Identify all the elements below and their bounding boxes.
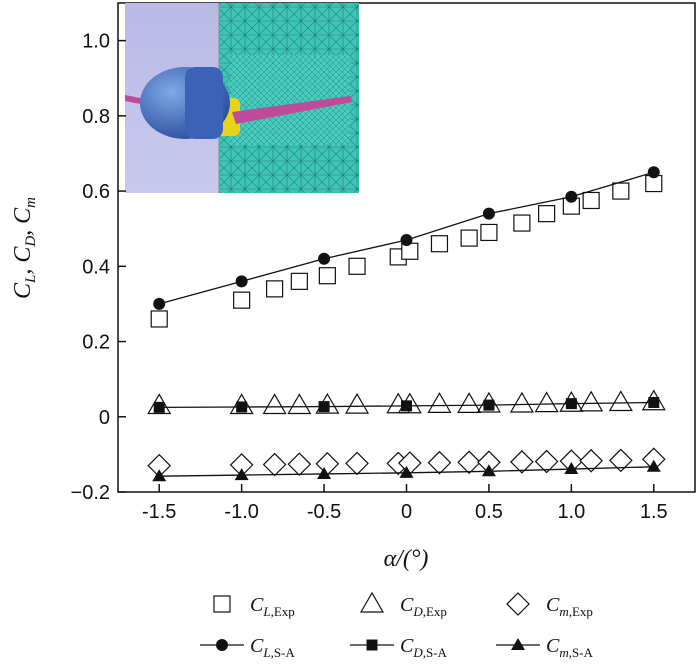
- data-point: [287, 452, 312, 477]
- legend-label: Cm,Exp: [546, 594, 593, 619]
- data-point: [482, 207, 495, 220]
- data-point: [153, 297, 166, 310]
- data-point: [266, 280, 284, 298]
- data-point: [318, 401, 330, 413]
- legend-marker: [216, 639, 228, 651]
- x-axis-label: α/(°): [384, 546, 429, 572]
- data-point: [345, 451, 369, 476]
- data-point: [513, 214, 531, 232]
- y-tick-label: 0.2: [82, 332, 110, 354]
- data-point: [234, 468, 249, 481]
- legend-marker: [366, 639, 378, 651]
- legend-marker: [511, 638, 525, 650]
- data-point: [348, 257, 366, 275]
- y-tick-label: −0.2: [71, 482, 110, 504]
- legend-label: CL,Exp: [250, 594, 295, 619]
- data-point: [427, 450, 452, 475]
- legend: CL,Exp CD,Exp Cm,Exp CL,S-A CD,S-A Cm,S-A: [200, 591, 594, 660]
- data-point: [262, 452, 287, 477]
- data-point: [564, 462, 579, 475]
- legend-item: CD,S-A: [350, 635, 448, 660]
- data-point: [612, 182, 630, 200]
- data-point: [510, 450, 534, 474]
- data-point: [235, 275, 248, 288]
- series-5: [152, 459, 661, 482]
- data-point: [457, 392, 482, 413]
- legend-marker: [359, 591, 385, 613]
- x-tick-label: 0.5: [475, 501, 503, 523]
- series-layer: [147, 166, 666, 482]
- legend-item: Cm,S-A: [496, 635, 594, 660]
- x-tick-label: -0.5: [307, 501, 341, 523]
- data-point: [150, 310, 168, 328]
- data-point: [318, 252, 331, 265]
- x-tick-label: 1.5: [640, 501, 668, 523]
- legend-label: CD,S-A: [400, 635, 448, 660]
- y-tick-label: 0.6: [82, 181, 110, 203]
- y-axis: −0.2 0 0.2 0.4 0.6 0.8 1.0: [71, 31, 126, 504]
- cfd-mesh-inset-icon: [125, 3, 359, 193]
- x-tick-label: 1.0: [557, 501, 585, 523]
- data-point: [152, 469, 167, 482]
- data-point: [646, 459, 661, 472]
- data-point: [579, 390, 604, 412]
- data-point: [401, 242, 419, 260]
- legend-label: CD,Exp: [400, 594, 447, 619]
- data-point: [430, 235, 449, 253]
- legend-label: CL,S-A: [250, 635, 295, 660]
- legend-marker: [506, 592, 530, 616]
- data-point: [483, 399, 495, 411]
- data-point: [647, 166, 660, 179]
- data-point: [290, 272, 308, 290]
- data-point: [582, 191, 600, 210]
- data-point: [565, 398, 577, 410]
- data-point: [579, 448, 603, 473]
- data-point: [318, 267, 336, 285]
- x-tick-label: -1.5: [142, 501, 176, 523]
- data-point: [608, 390, 633, 412]
- data-point: [399, 465, 414, 478]
- y-axis-label: CL, CD, Cm: [10, 197, 39, 299]
- data-point: [233, 291, 251, 309]
- data-point: [509, 391, 534, 413]
- data-point: [287, 393, 312, 415]
- data-point: [648, 396, 660, 408]
- data-point: [534, 449, 559, 474]
- data-point: [457, 450, 481, 475]
- x-axis: -1.5 -1.0 -0.5 0 0.5 1.0 1.5: [142, 484, 668, 523]
- data-point: [427, 392, 452, 413]
- y-tick-label: 0.8: [82, 106, 110, 128]
- legend-marker: [213, 595, 231, 613]
- y-tick-label: 1.0: [82, 31, 110, 53]
- series-3: [153, 166, 660, 310]
- data-point: [345, 392, 370, 414]
- series-2: [147, 447, 666, 478]
- legend-item: Cm,Exp: [506, 592, 593, 619]
- series-4: [153, 396, 660, 413]
- data-point: [534, 391, 559, 413]
- data-point: [401, 400, 412, 412]
- data-point: [317, 466, 332, 479]
- legend-item: CD,Exp: [359, 591, 447, 619]
- legend-label: Cm,S-A: [546, 635, 594, 660]
- y-tick-label: 0: [99, 407, 110, 429]
- y-tick-label: 0.4: [82, 256, 110, 278]
- data-point: [153, 401, 165, 413]
- series-0: [150, 174, 663, 328]
- data-point: [460, 229, 478, 247]
- data-point: [315, 451, 340, 476]
- data-point: [262, 393, 287, 415]
- data-point: [480, 223, 498, 242]
- data-point: [236, 401, 248, 413]
- data-point: [608, 448, 633, 473]
- legend-item: CL,S-A: [200, 635, 295, 660]
- data-point: [538, 205, 556, 223]
- x-tick-label: -1.0: [224, 501, 258, 523]
- data-point: [481, 464, 496, 477]
- legend-item: CL,Exp: [213, 594, 295, 619]
- data-point: [400, 233, 413, 246]
- data-point: [565, 190, 578, 203]
- x-tick-label: 0: [401, 501, 412, 523]
